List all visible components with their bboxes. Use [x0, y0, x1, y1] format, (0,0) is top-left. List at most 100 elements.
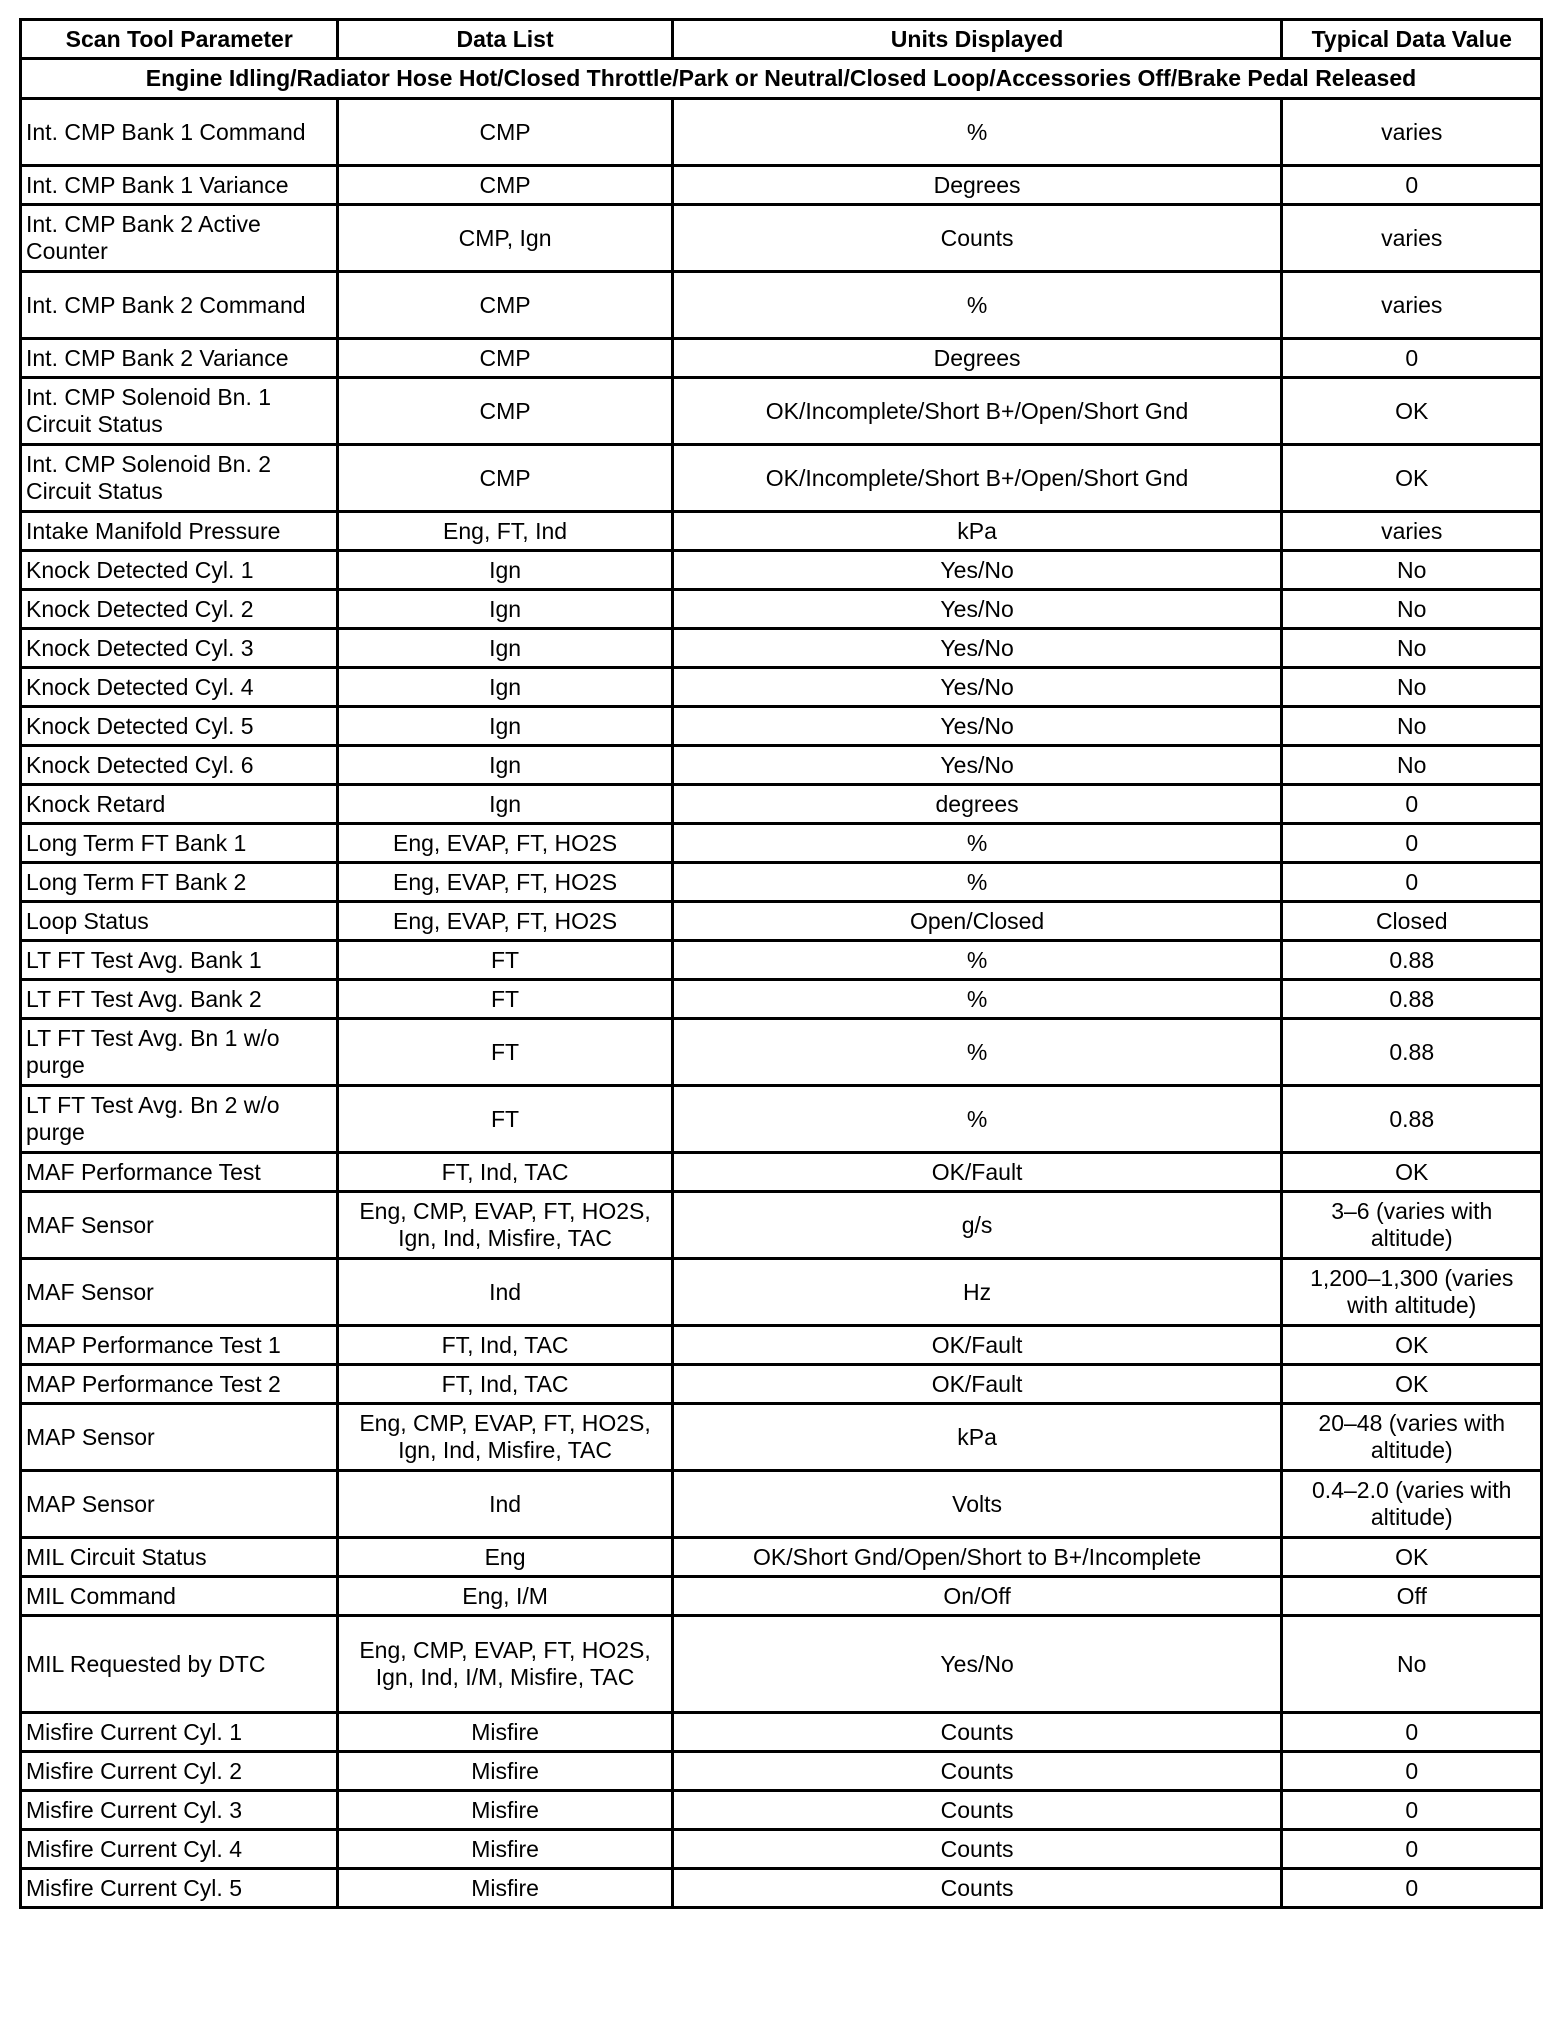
typical-value-cell: OK: [1280, 376, 1543, 446]
data-list-cell: Misfire: [336, 1789, 674, 1831]
parameter-cell: MAF Performance Test: [18, 1151, 340, 1193]
parameter-cell: MIL Command: [18, 1575, 340, 1617]
data-list-cell: Misfire: [336, 1711, 674, 1753]
parameter-cell: MAP Sensor: [18, 1402, 340, 1472]
parameter-cell: Misfire Current Cyl. 4: [18, 1828, 340, 1870]
typical-value-cell: 0: [1280, 164, 1543, 206]
parameter-cell: Knock Retard: [18, 783, 340, 825]
parameter-cell: MAF Sensor: [18, 1257, 340, 1327]
header-data-list: Data List: [336, 18, 674, 60]
typical-value-cell: 0.88: [1280, 939, 1543, 981]
table-row: Misfire Current Cyl. 3 Misfire Counts 0: [18, 1789, 1543, 1831]
parameter-cell: LT FT Test Avg. Bank 2: [18, 978, 340, 1020]
table-row: MAP Sensor Ind Volts 0.4–2.0 (varies with a…: [18, 1469, 1543, 1539]
units-cell: Counts: [670, 203, 1284, 273]
table-row: Knock Detected Cyl. 4 Ign Yes/No No: [18, 666, 1543, 708]
parameter-cell: Misfire Current Cyl. 2: [18, 1750, 340, 1792]
units-cell: %: [670, 861, 1284, 903]
typical-value-cell: No: [1280, 588, 1543, 630]
table-row: Knock Retard Ign degrees 0: [18, 783, 1543, 825]
parameter-cell: Misfire Current Cyl. 5: [18, 1867, 340, 1909]
typical-value-cell: OK: [1280, 1363, 1543, 1405]
units-cell: kPa: [670, 1402, 1284, 1472]
typical-value-cell: varies: [1280, 97, 1543, 167]
typical-value-cell: 0: [1280, 1711, 1543, 1753]
data-list-cell: CMP: [336, 376, 674, 446]
table-row: Int. CMP Solenoid Bn. 1 Circuit Status CM…: [18, 376, 1543, 446]
units-cell: %: [670, 270, 1284, 340]
units-cell: Yes/No: [670, 588, 1284, 630]
table-row: Knock Detected Cyl. 1 Ign Yes/No No: [18, 549, 1543, 591]
table-row: Int. CMP Bank 2 Command CMP% varies: [18, 270, 1543, 340]
parameter-cell: Misfire Current Cyl. 1: [18, 1711, 340, 1753]
units-cell: Yes/No: [670, 627, 1284, 669]
units-cell: Volts: [670, 1469, 1284, 1539]
data-list-cell: Misfire: [336, 1828, 674, 1870]
data-list-cell: Eng, EVAP, FT, HO2S: [336, 900, 674, 942]
table-row: Misfire Current Cyl. 1 Misfire Counts 0: [18, 1711, 1543, 1753]
typical-value-cell: 0: [1280, 861, 1543, 903]
units-cell: OK/Incomplete/Short B+/Open/Short Gnd: [670, 443, 1284, 513]
table-row: MAF Performance Test FT, Ind, TAC OK/Fault…: [18, 1151, 1543, 1193]
data-list-cell: Ind: [336, 1257, 674, 1327]
parameter-cell: LT FT Test Avg. Bn 2 w/o purge: [18, 1084, 340, 1154]
table-row: Int. CMP Bank 1 Variance CMP Degrees 0: [18, 164, 1543, 206]
parameter-cell: Long Term FT Bank 1: [18, 822, 340, 864]
data-list-cell: CMP: [336, 337, 674, 379]
typical-value-cell: Off: [1280, 1575, 1543, 1617]
data-list-cell: Eng, EVAP, FT, HO2S: [336, 822, 674, 864]
units-cell: Yes/No: [670, 549, 1284, 591]
data-list-cell: FT: [336, 939, 674, 981]
units-cell: %: [670, 1017, 1284, 1087]
parameter-cell: Int. CMP Bank 1 Variance: [18, 164, 340, 206]
parameter-cell: LT FT Test Avg. Bank 1: [18, 939, 340, 981]
parameter-cell: Knock Detected Cyl. 5: [18, 705, 340, 747]
data-list-cell: Eng, CMP, EVAP, FT, HO2S, Ign, Ind, Misf…: [336, 1402, 674, 1472]
units-cell: Counts: [670, 1711, 1284, 1753]
table-row: Int. CMP Bank 2 Active Counter CMP, Ign Co…: [18, 203, 1543, 273]
parameter-cell: Misfire Current Cyl. 3: [18, 1789, 340, 1831]
units-cell: Yes/No: [670, 1614, 1284, 1714]
condition-row: Engine Idling/Radiator Hose Hot/Closed T…: [19, 57, 1543, 100]
parameter-cell: Int. CMP Bank 2 Variance: [18, 337, 340, 379]
typical-value-cell: varies: [1280, 203, 1543, 273]
parameter-cell: MIL Circuit Status: [18, 1536, 340, 1578]
table-row: LT FT Test Avg. Bn 1 w/o purge FT% 0.88: [18, 1017, 1543, 1087]
table-row: Long Term FT Bank 2 Eng, EVAP, FT, HO2S% 0: [18, 861, 1543, 903]
units-cell: degrees: [670, 783, 1284, 825]
data-list-cell: Eng, I/M: [336, 1575, 674, 1617]
parameter-cell: Knock Detected Cyl. 3: [18, 627, 340, 669]
parameter-cell: Knock Detected Cyl. 1: [18, 549, 340, 591]
parameter-cell: Knock Detected Cyl. 6: [18, 744, 340, 786]
table-row: Intake Manifold Pressure Eng, FT, Ind kPa v…: [18, 510, 1543, 552]
data-list-cell: Ign: [336, 744, 674, 786]
units-cell: Counts: [670, 1789, 1284, 1831]
data-list-cell: Eng, CMP, EVAP, FT, HO2S, Ign, Ind, I/M,…: [336, 1614, 674, 1714]
typical-value-cell: 0: [1280, 337, 1543, 379]
data-list-cell: Ign: [336, 783, 674, 825]
data-list-cell: FT: [336, 1017, 674, 1087]
data-list-cell: Ign: [336, 705, 674, 747]
data-list-cell: Ign: [336, 627, 674, 669]
typical-value-cell: No: [1280, 744, 1543, 786]
data-list-cell: CMP: [336, 443, 674, 513]
typical-value-cell: No: [1280, 1614, 1543, 1714]
typical-value-cell: No: [1280, 666, 1543, 708]
data-list-cell: Eng, FT, Ind: [336, 510, 674, 552]
units-cell: OK/Fault: [670, 1363, 1284, 1405]
typical-value-cell: No: [1280, 549, 1543, 591]
table-row: Misfire Current Cyl. 4 Misfire Counts 0: [18, 1828, 1543, 1870]
units-cell: OK/Incomplete/Short B+/Open/Short Gnd: [670, 376, 1284, 446]
parameter-cell: Knock Detected Cyl. 2: [18, 588, 340, 630]
typical-value-cell: 0: [1280, 1828, 1543, 1870]
scan-tool-data-table: Scan Tool Parameter Data List Units Disp…: [18, 18, 1543, 1909]
table-row: Knock Detected Cyl. 5 Ign Yes/No No: [18, 705, 1543, 747]
parameter-cell: Knock Detected Cyl. 4: [18, 666, 340, 708]
units-cell: Yes/No: [670, 744, 1284, 786]
units-cell: OK/Fault: [670, 1324, 1284, 1366]
typical-value-cell: 20–48 (varies with altitude): [1280, 1402, 1543, 1472]
parameter-cell: Int. CMP Solenoid Bn. 2 Circuit Status: [18, 443, 340, 513]
table-row: MAP Performance Test 2 FT, Ind, TAC OK/Fau…: [18, 1363, 1543, 1405]
typical-value-cell: varies: [1280, 510, 1543, 552]
units-cell: %: [670, 939, 1284, 981]
